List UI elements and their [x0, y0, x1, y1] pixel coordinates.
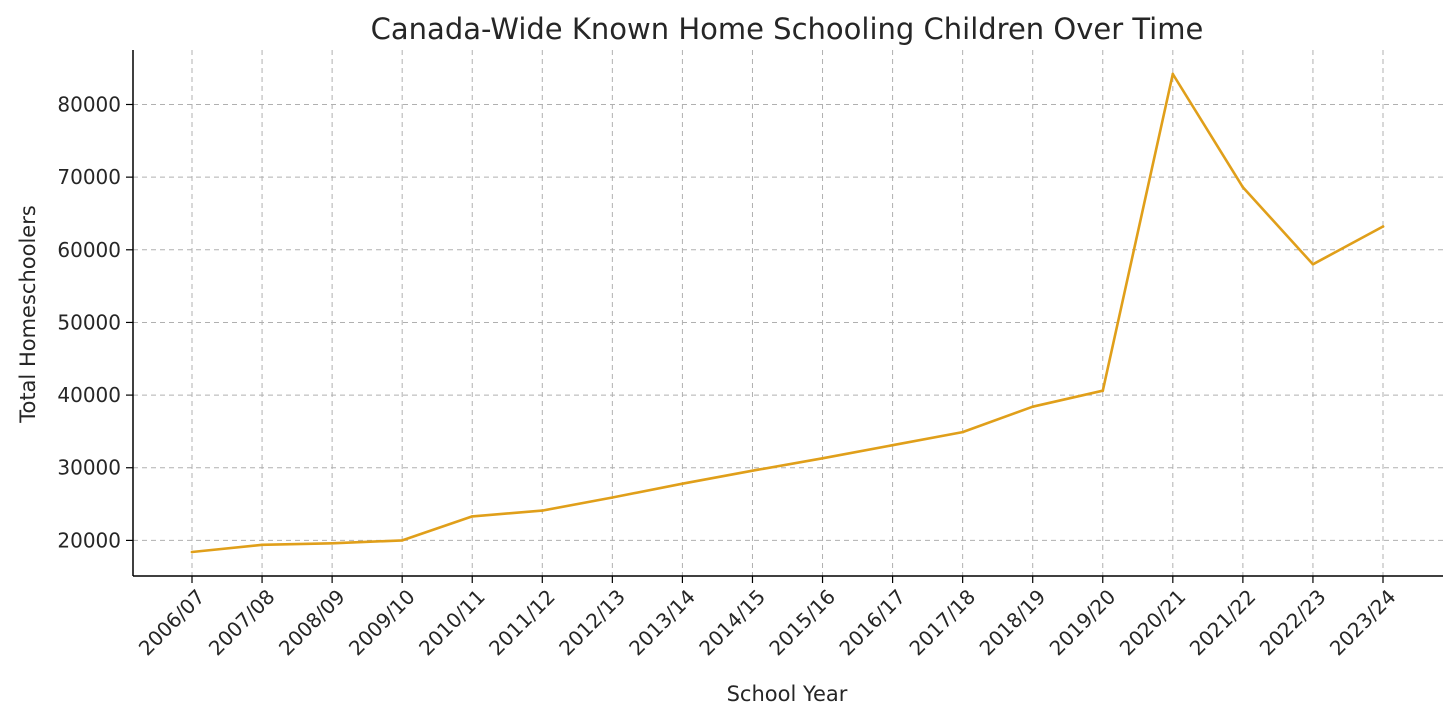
- y-tick-label: 30000: [57, 456, 121, 480]
- y-axis-label: Total Homeschoolers: [16, 205, 40, 424]
- data-point: [891, 443, 894, 447]
- x-tick-label: 2015/16: [764, 585, 840, 661]
- x-tick-label: 2014/15: [694, 585, 770, 661]
- tick-labels: 2006/072007/082008/092009/102010/112011/…: [57, 92, 1400, 660]
- x-tick-label: 2021/22: [1185, 585, 1261, 661]
- data-point: [1101, 389, 1105, 393]
- data-point: [1031, 405, 1035, 409]
- data-point: [400, 539, 404, 542]
- x-tick-label: 2016/17: [834, 585, 910, 661]
- series-layer: [190, 72, 1385, 554]
- x-tick-label: 2007/08: [204, 585, 280, 661]
- chart-title: Canada-Wide Known Home Schooling Childre…: [371, 12, 1204, 46]
- x-tick-label: 2018/19: [975, 585, 1051, 661]
- x-tick-label: 2010/11: [414, 585, 490, 661]
- data-point: [1311, 263, 1315, 266]
- data-point: [681, 482, 684, 486]
- y-tick-label: 20000: [57, 528, 121, 552]
- data-point: [1171, 72, 1175, 76]
- data-point: [190, 550, 194, 554]
- x-tick-label: 2008/09: [274, 585, 350, 661]
- x-tick-label: 2011/12: [484, 585, 560, 661]
- data-point: [961, 430, 964, 434]
- data-point: [330, 542, 334, 545]
- y-tick-label: 40000: [57, 383, 121, 407]
- x-tick-label: 2019/20: [1045, 585, 1121, 661]
- y-tick-label: 50000: [57, 310, 121, 334]
- data-point: [470, 515, 474, 518]
- data-point: [260, 543, 264, 547]
- x-tick-label: 2009/10: [344, 585, 420, 661]
- data-point: [540, 509, 544, 512]
- data-point: [751, 469, 754, 472]
- y-tick-label: 60000: [57, 238, 121, 262]
- axes: [126, 50, 1443, 583]
- y-tick-label: 80000: [57, 92, 121, 116]
- x-tick-label: 2017/18: [904, 585, 980, 661]
- data-point: [1381, 225, 1385, 228]
- x-tick-label: 2012/13: [554, 585, 630, 661]
- x-tick-label: 2023/24: [1325, 585, 1401, 661]
- grid-lines: [133, 50, 1443, 576]
- x-axis-label: School Year: [727, 682, 848, 706]
- x-tick-label: 2013/14: [624, 585, 700, 661]
- x-tick-label: 2020/21: [1115, 585, 1191, 661]
- y-tick-label: 70000: [57, 165, 121, 189]
- data-point: [611, 496, 614, 499]
- x-tick-label: 2022/23: [1255, 585, 1331, 661]
- data-point: [821, 457, 824, 460]
- series-line: [190, 72, 1385, 554]
- data-point: [1241, 186, 1245, 189]
- x-tick-label: 2006/07: [134, 585, 210, 661]
